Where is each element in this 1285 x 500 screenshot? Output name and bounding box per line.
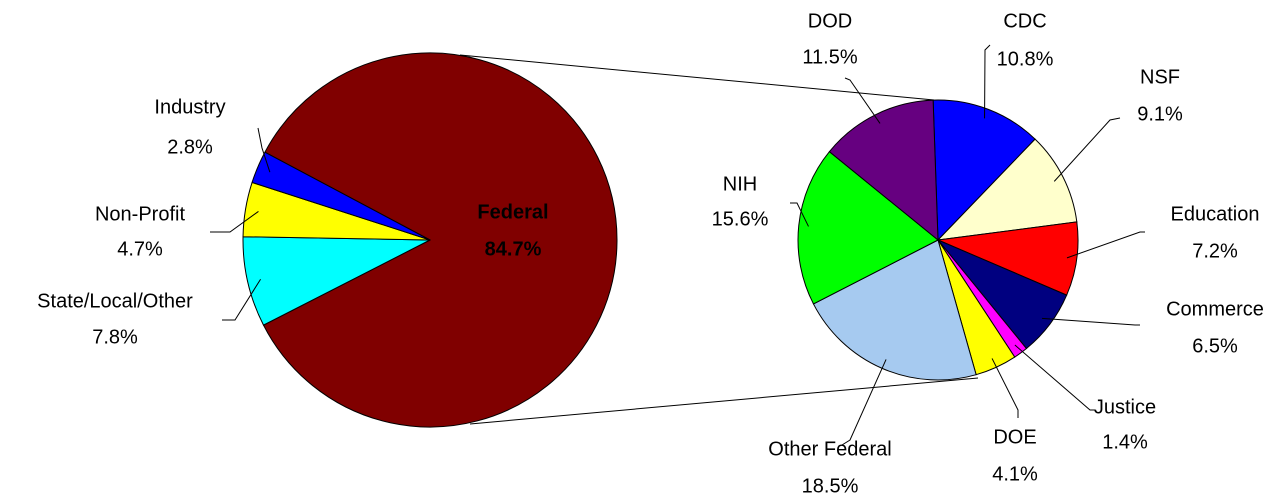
pie-slice [262,52,618,428]
pie-slice [242,236,431,326]
slice-label: Justice [1094,396,1156,418]
slice-label: Education [1171,203,1260,225]
slice-value-label: 1.4% [1102,431,1148,453]
pie-slice [932,99,1036,242]
connector-line [459,54,935,101]
slice-value-label: 9.1% [1137,103,1183,125]
slice-value-label: 2.8% [167,136,213,158]
slice-label: State/Local/Other [37,290,193,312]
slice-value-label: 7.8% [92,326,138,348]
slice-label: CDC [1003,10,1046,32]
leader-line [790,202,809,227]
slice-value-label: 6.5% [1192,335,1238,357]
pie-slice [828,99,939,242]
slice-label: Non-Profit [95,203,185,225]
slice-value-label: 18.5% [802,475,859,497]
slice-label: Industry [154,96,225,118]
leader-line [841,359,887,446]
pie-slice [936,138,1078,241]
leader-line [1041,317,1140,326]
slice-label: DOE [993,426,1036,448]
slice-label: Commerce [1166,298,1264,320]
slice-value-label: 10.8% [997,48,1054,70]
leader-line [984,44,991,119]
leader-line [257,127,271,173]
slice-label: NSF [1140,66,1180,88]
leader-line [991,358,1019,418]
slice-value-label: 84.7% [485,238,542,260]
slice-value-label: 4.7% [117,238,163,260]
leader-line [1066,231,1145,259]
slice-label: Other Federal [768,438,891,460]
connector-line [469,377,979,425]
slice-value-label: 11.5% [802,46,857,68]
leader-line [222,278,261,321]
pie-slice [797,150,939,305]
slice-label: Federal [477,201,548,223]
slice-label: NIH [723,173,757,195]
leader-line [1014,344,1095,411]
leader-line [210,211,259,233]
pie-slice [251,151,431,241]
slice-value-label: 7.2% [1192,240,1238,262]
slice-label: DOD [808,10,852,32]
leader-line [844,77,881,124]
slice-value-label: 4.1% [992,463,1038,485]
slice-value-label: 15.6% [712,208,769,230]
leader-line [1053,117,1121,182]
